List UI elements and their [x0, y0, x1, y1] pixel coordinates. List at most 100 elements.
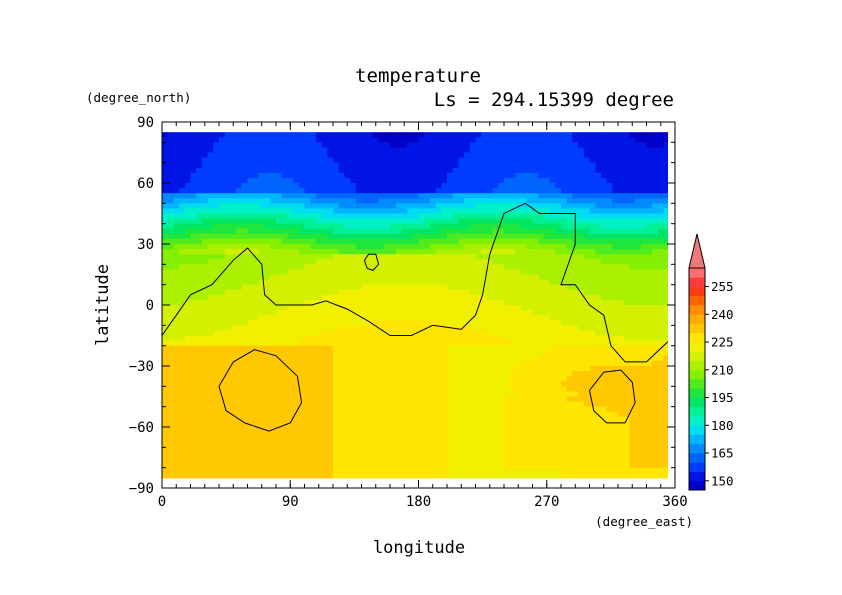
- field-cell: [623, 213, 630, 220]
- field-cell: [298, 401, 306, 408]
- field-cell: [350, 147, 357, 154]
- field-cell: [298, 325, 306, 332]
- field-cell: [179, 355, 186, 362]
- field-cell: [224, 345, 231, 352]
- field-cell: [657, 269, 665, 276]
- field-cell: [281, 391, 288, 398]
- field-cell: [224, 132, 231, 138]
- field-cell: [372, 320, 380, 326]
- field-cell: [435, 294, 442, 301]
- field-cell: [618, 233, 625, 240]
- field-cell: [543, 350, 551, 357]
- field-cell: [372, 284, 380, 291]
- field-cell: [561, 391, 568, 398]
- field-cell: [327, 137, 334, 143]
- field-cell: [526, 350, 534, 357]
- field-cell: [612, 366, 619, 372]
- field-cell: [447, 147, 454, 154]
- field-cell: [555, 147, 562, 154]
- field-cell: [401, 294, 408, 301]
- field-cell: [184, 223, 192, 230]
- field-cell: [486, 325, 494, 332]
- field-cell: [578, 325, 585, 332]
- field-cell: [196, 147, 203, 154]
- field-cell: [327, 177, 334, 184]
- field-cell: [441, 289, 448, 296]
- field-cell: [663, 401, 668, 408]
- field-cell: [538, 274, 545, 281]
- field-cell: [435, 188, 442, 194]
- field-cell: [606, 381, 613, 387]
- field-cell: [612, 238, 619, 245]
- field-cell: [435, 350, 442, 357]
- field-cell: [635, 172, 642, 179]
- field-cell: [441, 152, 448, 159]
- field-cell: [509, 177, 516, 184]
- field-cell: [412, 310, 420, 316]
- field-cell: [293, 172, 300, 179]
- field-cell: [532, 284, 539, 291]
- field-cell: [538, 228, 545, 235]
- field-cell: [253, 396, 260, 403]
- field-cell: [543, 198, 551, 204]
- field-cell: [515, 294, 522, 301]
- field-cell: [441, 381, 448, 387]
- field-cell: [475, 340, 482, 347]
- field-cell: [378, 315, 385, 321]
- field-cell: [657, 208, 665, 215]
- field-cell: [481, 193, 488, 199]
- field-cell: [247, 386, 254, 393]
- field-cell: [276, 264, 283, 271]
- field-cell: [424, 254, 431, 260]
- field-cell: [201, 244, 209, 250]
- field-cell: [538, 147, 545, 154]
- field-cell: [241, 330, 249, 337]
- field-cell: [652, 259, 659, 265]
- field-cell: [293, 325, 300, 332]
- field-cell: [355, 391, 363, 398]
- field-cell: [333, 238, 340, 245]
- field-cell: [378, 157, 385, 164]
- field-cell: [595, 233, 602, 240]
- field-cell: [162, 259, 169, 265]
- field-cell: [184, 371, 192, 377]
- field-cell: [201, 335, 209, 342]
- field-cell: [521, 157, 528, 164]
- field-cell: [338, 228, 345, 235]
- field-cell: [253, 411, 260, 418]
- field-cell: [196, 254, 203, 260]
- field-cell: [247, 142, 254, 149]
- field-cell: [304, 223, 311, 230]
- field-cell: [429, 244, 437, 250]
- field-cell: [355, 355, 363, 362]
- field-cell: [264, 355, 271, 362]
- field-cell: [293, 299, 300, 306]
- field-cell: [640, 162, 648, 169]
- field-cell: [504, 132, 511, 138]
- field-cell: [344, 406, 351, 413]
- field-cell: [549, 259, 556, 265]
- field-cell: [424, 167, 431, 174]
- field-cell: [304, 381, 311, 387]
- field-cell: [236, 183, 243, 189]
- field-cell: [447, 203, 454, 210]
- field-cell: [469, 376, 477, 382]
- field-cell: [378, 238, 385, 245]
- field-cell: [464, 386, 471, 393]
- field-cell: [640, 391, 648, 398]
- field-cell: [635, 193, 642, 199]
- field-cell: [447, 401, 454, 408]
- field-cell: [230, 406, 237, 413]
- field-cell: [333, 157, 340, 164]
- field-cell: [526, 157, 534, 164]
- field-cell: [504, 203, 511, 210]
- field-cell: [606, 360, 613, 367]
- field-cell: [321, 193, 328, 199]
- field-cell: [287, 360, 294, 367]
- field-cell: [190, 254, 197, 260]
- field-cell: [247, 366, 254, 372]
- field-cell: [441, 350, 448, 357]
- field-cell: [298, 137, 306, 143]
- field-cell: [589, 299, 596, 306]
- field-cell: [378, 188, 385, 194]
